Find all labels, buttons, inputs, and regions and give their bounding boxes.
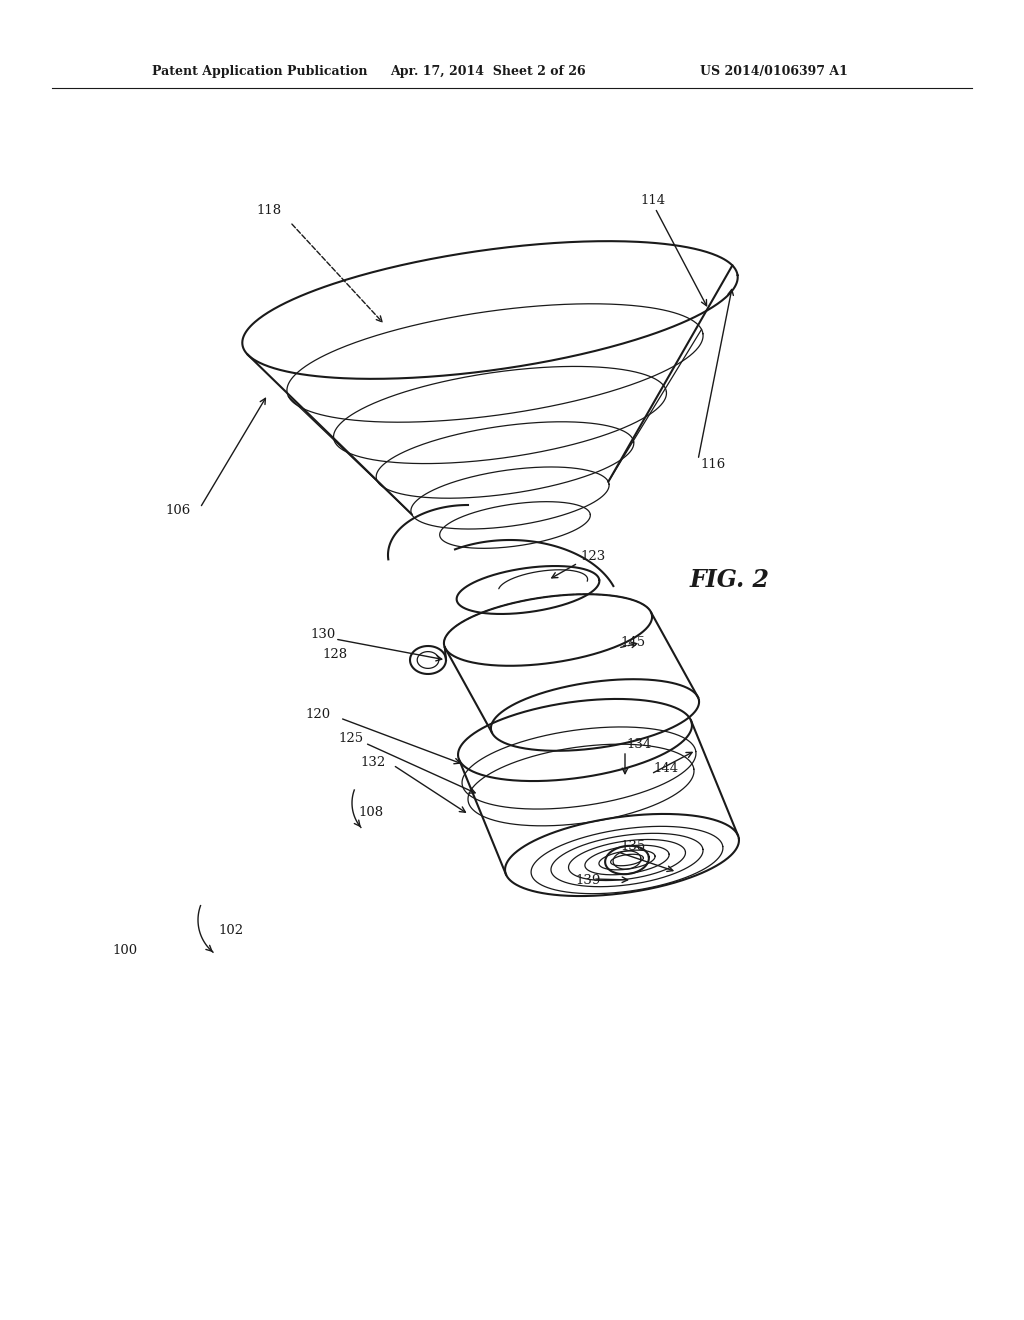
Text: 120: 120 bbox=[305, 709, 330, 722]
Text: 128: 128 bbox=[322, 648, 347, 661]
Text: 130: 130 bbox=[310, 627, 335, 640]
Text: 144: 144 bbox=[653, 762, 678, 775]
Text: Patent Application Publication: Patent Application Publication bbox=[152, 66, 368, 78]
Text: 108: 108 bbox=[358, 805, 383, 818]
Text: US 2014/0106397 A1: US 2014/0106397 A1 bbox=[700, 66, 848, 78]
Text: 135: 135 bbox=[620, 840, 645, 853]
Text: Apr. 17, 2014  Sheet 2 of 26: Apr. 17, 2014 Sheet 2 of 26 bbox=[390, 66, 586, 78]
Text: 139: 139 bbox=[575, 874, 600, 887]
Text: 125: 125 bbox=[338, 731, 364, 744]
Text: 134: 134 bbox=[626, 738, 651, 751]
Text: 145: 145 bbox=[620, 635, 645, 648]
Text: 132: 132 bbox=[360, 755, 385, 768]
Text: 102: 102 bbox=[218, 924, 243, 936]
Text: 114: 114 bbox=[640, 194, 666, 206]
Text: 118: 118 bbox=[256, 203, 282, 216]
Text: 106: 106 bbox=[165, 503, 190, 516]
Text: FIG. 2: FIG. 2 bbox=[690, 568, 770, 591]
Text: 116: 116 bbox=[700, 458, 725, 471]
Text: 123: 123 bbox=[580, 549, 605, 562]
Text: 100: 100 bbox=[112, 944, 137, 957]
